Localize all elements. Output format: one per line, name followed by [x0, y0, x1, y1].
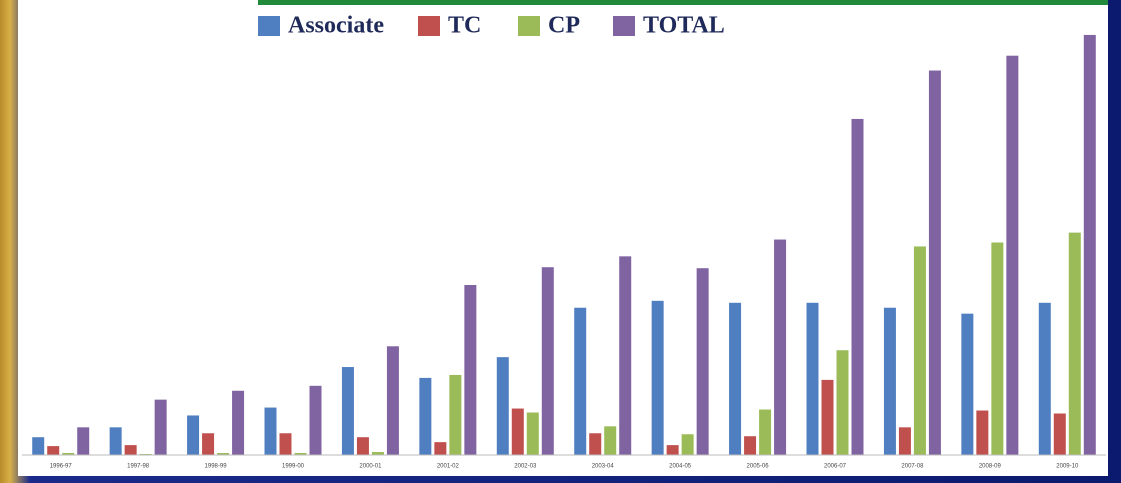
x-tick-label: 2000-01	[359, 464, 382, 470]
bar	[77, 427, 90, 455]
bar	[928, 70, 941, 455]
x-tick-label: 1997-98	[127, 464, 150, 470]
bar	[341, 367, 354, 455]
legend-swatch	[613, 16, 635, 36]
bar	[759, 409, 772, 455]
bar	[1006, 55, 1019, 456]
bar	[511, 408, 524, 455]
bar	[434, 442, 447, 455]
x-tick-label: 1998-99	[205, 464, 228, 470]
x-tick-label: 2002-03	[514, 464, 537, 470]
bar	[541, 267, 554, 455]
bar	[774, 239, 787, 455]
bar	[187, 415, 200, 455]
bar	[1053, 413, 1066, 455]
x-tick-label: 2003-04	[592, 464, 615, 470]
legend-swatch	[418, 16, 440, 36]
bar	[976, 410, 989, 455]
legend-swatch	[258, 16, 280, 36]
bar	[851, 118, 864, 455]
bar	[154, 399, 167, 455]
legend-label: TOTAL	[643, 13, 725, 39]
bar	[62, 453, 75, 455]
bar	[681, 434, 694, 455]
bar	[806, 302, 819, 455]
x-tick-label: 2007-08	[901, 464, 924, 470]
legend-label: Associate	[288, 13, 384, 39]
bar	[696, 268, 709, 455]
bar	[124, 445, 137, 455]
bar	[913, 246, 926, 455]
bar	[526, 412, 539, 455]
bar	[279, 433, 292, 455]
bar	[729, 302, 742, 455]
bar	[32, 437, 45, 455]
legend-label: TC	[448, 13, 481, 39]
bar	[264, 407, 277, 455]
bar	[1083, 34, 1096, 455]
bar	[666, 445, 679, 455]
x-tick-label: 1999-00	[282, 464, 305, 470]
bar	[574, 307, 587, 455]
x-tick-label: 2004-05	[669, 464, 692, 470]
bar	[449, 374, 462, 455]
x-tick-label: 2009-10	[1056, 464, 1079, 470]
x-tick-label: 2001-02	[437, 464, 460, 470]
bar	[898, 427, 911, 455]
x-tick-label: 2008-09	[979, 464, 1002, 470]
bar	[883, 307, 896, 455]
bar	[604, 426, 617, 455]
bar	[202, 433, 215, 455]
chart-area	[18, 0, 1108, 476]
bar	[309, 385, 322, 455]
bar	[464, 285, 477, 455]
bar	[1038, 302, 1051, 455]
bar	[1068, 232, 1081, 455]
legend-label: CP	[548, 13, 580, 39]
bar	[294, 453, 307, 455]
bar	[386, 346, 399, 455]
bar	[589, 433, 602, 455]
bar	[109, 427, 122, 455]
bar	[651, 300, 664, 455]
bar	[821, 379, 834, 455]
bar	[419, 377, 432, 455]
bar	[356, 437, 369, 455]
bar	[619, 256, 632, 455]
bar	[232, 390, 245, 455]
bar	[496, 357, 509, 455]
bar	[371, 452, 384, 455]
x-tick-label: 2006-07	[824, 464, 847, 470]
bar	[47, 446, 60, 455]
bar	[836, 350, 849, 455]
x-tick-label: 1996-97	[50, 464, 73, 470]
top-border	[258, 0, 1108, 5]
x-tick-label: 2005-06	[747, 464, 770, 470]
bar	[217, 453, 230, 455]
bar	[961, 313, 974, 455]
bar	[744, 436, 757, 455]
legend-swatch	[518, 16, 540, 36]
bar	[991, 242, 1004, 455]
